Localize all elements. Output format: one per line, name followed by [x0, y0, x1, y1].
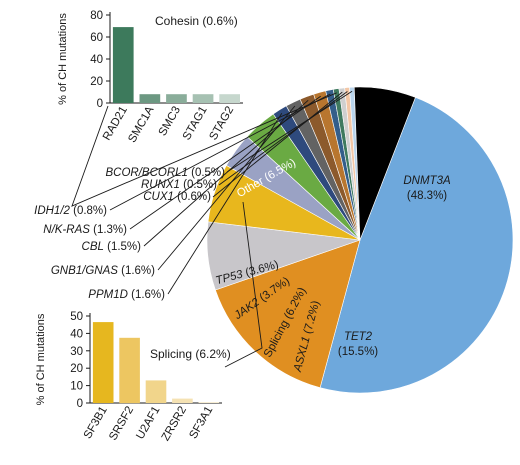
- pie-label-runx1: RUNX1 (0.5%): [141, 179, 217, 191]
- pie-label-cux1: CUX1 (0.6%): [143, 191, 211, 203]
- x-tick-label-u2af1: U2AF1: [134, 405, 162, 442]
- x-tick-label-zrsr2: ZRSR2: [160, 405, 189, 444]
- x-tick-label-stag2: STAG2: [207, 105, 236, 143]
- leader-line-cux1: [212, 91, 343, 198]
- y-tick-label: 20: [70, 363, 83, 375]
- pie-label-cbl: CBL (1.5%): [82, 241, 142, 253]
- y-tick-label: 50: [70, 311, 83, 323]
- bar-rad21: [112, 27, 134, 104]
- leader-line-splicing: [224, 201, 263, 368]
- bar-smc1a: [139, 94, 161, 103]
- pie-slice-other: [353, 86, 416, 241]
- bar-sf3a1: [198, 402, 220, 403]
- y-tick-label: 60: [90, 32, 103, 44]
- y-tick-label: 10: [70, 381, 83, 393]
- leader-line-bcor-bcorl1: [226, 90, 353, 173]
- y-tick-label: 20: [90, 76, 103, 88]
- y-tick-label: 0: [97, 98, 103, 110]
- pie-label-bcor-bcorl1: BCOR/BCORL1 (0.5%): [105, 167, 225, 179]
- pie-label-gnb1-gnas: GNB1/GNAS (1.6%): [51, 265, 155, 277]
- x-tick-label-smc3: SMC3: [157, 105, 183, 139]
- bar-chart-title: Cohesin (0.6%): [155, 14, 238, 28]
- x-tick-label-rad21: RAD21: [101, 105, 130, 143]
- bar-srsf2: [119, 337, 140, 404]
- pie-label-tet2: TET2 (15.5%): [338, 331, 378, 358]
- pie-label-ppm1d: PPM1D (1.6%): [88, 289, 165, 301]
- pie-slice-tet2: [215, 239, 361, 389]
- x-tick-label-srsf2: SRSF2: [107, 405, 136, 443]
- y-tick-label: 0: [77, 398, 83, 410]
- pie-slice-dnmt3a: [319, 97, 514, 394]
- bar-stag2: [219, 94, 240, 103]
- y-tick-label: 40: [90, 54, 103, 66]
- bar-chart-title: Splicing (6.2%): [150, 347, 231, 361]
- pie-label-idh1-2: IDH1/2 (0.8%): [34, 205, 107, 217]
- leader-line-runx1: [218, 91, 348, 186]
- bar-sf3b1: [92, 322, 114, 403]
- leader-line-n-k-ras: [129, 95, 321, 230]
- bar-zrsr2: [172, 398, 193, 403]
- pie-chart: [206, 86, 514, 394]
- x-tick-label-sf3b1: SF3B1: [82, 405, 110, 441]
- x-tick-label-smc1a: SMC1A: [126, 104, 156, 145]
- bar-stag1: [192, 94, 214, 103]
- y-axis-title: % of CH mutations: [57, 13, 69, 105]
- leader-line-ppm1d: [167, 112, 283, 295]
- x-tick-label-sf3a1: SF3A1: [187, 405, 215, 441]
- x-tick-label-stag1: STAG1: [181, 105, 210, 143]
- bar-u2af1: [145, 380, 167, 403]
- y-tick-label: 30: [70, 346, 83, 358]
- y-tick-label: 80: [90, 10, 103, 22]
- y-axis-title: % of CH mutations: [35, 313, 47, 405]
- pie-label-dnmt3a: DNMT3A (48.3%): [403, 175, 451, 202]
- leader-line-gnb1-gnas: [157, 105, 296, 271]
- pie-label-n-k-ras: N/K-RAS (1.3%): [43, 224, 127, 236]
- y-tick-label: 40: [70, 328, 83, 340]
- leader-line-cbl: [143, 99, 309, 247]
- leader-line-cohesin: [71, 92, 337, 207]
- bar-smc3: [166, 94, 187, 103]
